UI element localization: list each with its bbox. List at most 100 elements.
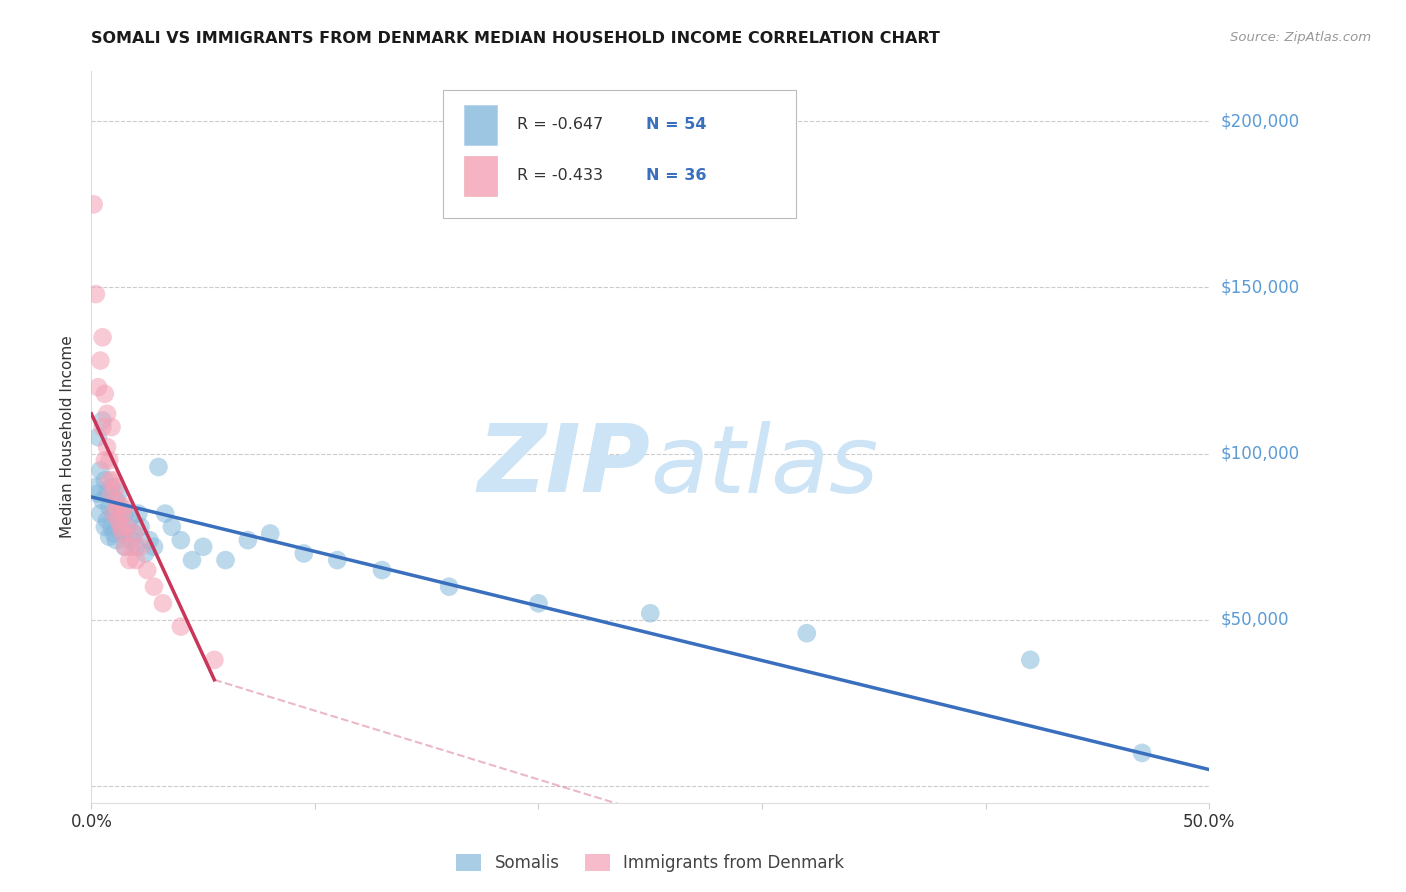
Point [107,513,129,527]
Point [191,540,215,554]
Point [148,460,170,475]
Point [110,500,132,514]
Point [103,507,125,521]
Point [98,453,121,467]
Y-axis label: Median Household Income: Median Household Income [60,335,76,539]
Point [103,526,125,541]
Point [170,533,193,548]
Point [94,453,117,467]
Point [114,500,136,514]
Point [118,513,141,527]
Text: $100,000: $100,000 [1220,445,1299,463]
Point [98,530,121,544]
Point [236,533,259,548]
Point [89,353,111,368]
Point [91,493,114,508]
Point [104,493,127,508]
Point [110,520,132,534]
Point [107,486,129,500]
Point [129,540,152,554]
Point [96,407,118,421]
Point [91,420,114,434]
Text: $150,000: $150,000 [1220,278,1299,296]
Point [181,553,204,567]
Point [170,619,193,633]
Point [127,507,149,521]
Point [152,596,174,610]
Point [121,540,143,554]
Point [104,533,127,548]
Text: Source: ZipAtlas.com: Source: ZipAtlas.com [1230,31,1371,45]
Point [160,520,183,534]
Point [87,486,110,500]
Point [107,513,129,527]
Point [114,540,136,554]
Point [125,540,148,554]
Point [115,520,138,534]
Point [84,287,107,301]
Point [143,580,166,594]
Point [1130,746,1153,760]
Point [153,507,176,521]
Point [100,520,122,534]
Point [103,507,125,521]
Point [103,473,125,487]
Point [98,473,121,487]
Point [111,526,134,541]
Point [96,486,118,500]
Point [104,493,127,508]
Point [94,387,117,401]
Point [91,330,114,344]
Point [371,563,394,577]
Point [94,520,117,534]
Point [98,500,121,514]
Point [118,553,141,567]
Point [107,500,129,514]
Text: N = 36: N = 36 [645,169,706,184]
Point [83,197,105,211]
Point [87,380,110,394]
Point [122,526,145,541]
Point [129,520,152,534]
Point [115,520,138,534]
Legend: Somalis, Immigrants from Denmark: Somalis, Immigrants from Denmark [450,847,851,879]
Point [796,626,818,640]
Text: N = 54: N = 54 [645,117,706,132]
FancyBboxPatch shape [464,104,498,145]
Point [89,507,111,521]
Point [202,653,225,667]
Point [527,596,550,610]
Point [84,480,107,494]
Point [114,507,136,521]
Point [259,526,281,541]
FancyBboxPatch shape [443,89,796,218]
Point [111,526,134,541]
FancyBboxPatch shape [464,156,498,196]
Text: R = -0.647: R = -0.647 [517,117,603,132]
Point [638,607,662,621]
Point [104,480,127,494]
Text: $200,000: $200,000 [1220,112,1299,130]
Point [100,420,122,434]
Text: atlas: atlas [650,421,879,512]
Point [110,520,132,534]
Point [96,513,118,527]
Point [111,507,134,521]
Point [121,533,143,548]
Point [96,440,118,454]
Point [114,540,136,554]
Point [122,526,145,541]
Point [437,580,460,594]
Point [214,553,236,567]
Point [125,553,148,567]
Point [91,413,114,427]
Point [292,546,315,560]
Text: R = -0.433: R = -0.433 [517,169,603,184]
Text: ZIP: ZIP [478,420,650,512]
Point [94,473,117,487]
Point [1019,653,1042,667]
Point [138,533,160,548]
Text: $50,000: $50,000 [1220,611,1289,629]
Point [100,480,122,494]
Point [100,486,122,500]
